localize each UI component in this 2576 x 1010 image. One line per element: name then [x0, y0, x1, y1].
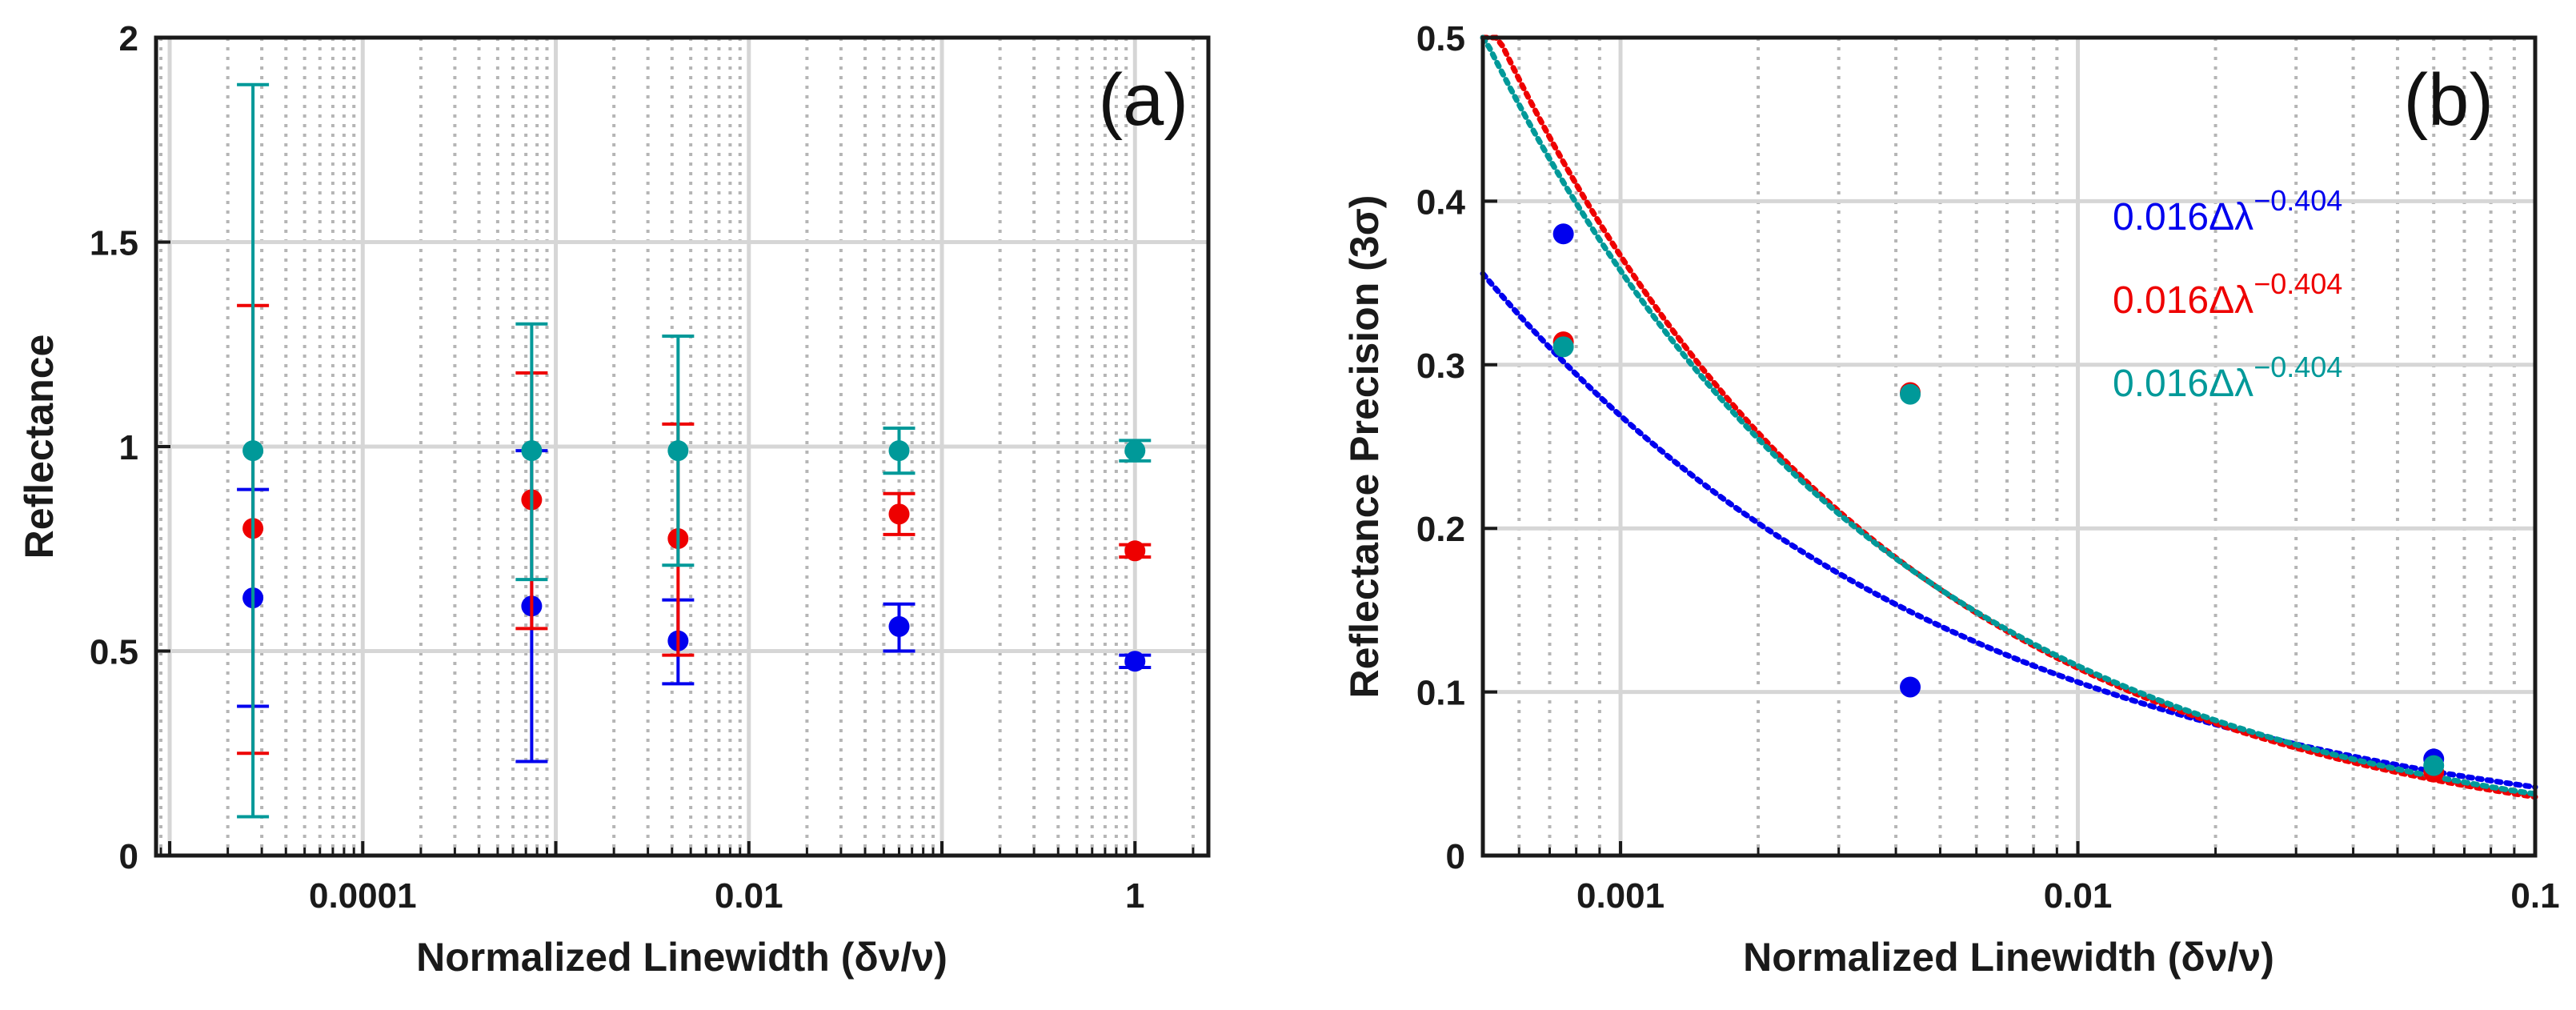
data-point-red	[1124, 540, 1146, 562]
x-tick-label-a: 0.0001	[309, 876, 417, 916]
y-tick-label-a: 2	[119, 19, 138, 58]
axes-frame-b	[1480, 35, 2538, 858]
y-tick-label-b: 0.1	[1416, 674, 1465, 713]
chart-panel-a: 0.0001 0.01 1 0 0.5 1 1.5 2 Normalized Linewidt…	[17, 19, 1211, 980]
y-tick-label-a: 0.5	[90, 633, 138, 672]
data-point-teal	[667, 440, 689, 462]
y-tick-label-b: 0.5	[1416, 19, 1465, 58]
x-tick-label-b: 0.1	[2510, 876, 2559, 916]
legend-entry-0: 0.016Δλ−0.404	[2113, 184, 2342, 238]
data-point-blue	[1900, 676, 1921, 698]
data-point-blue	[1552, 223, 1574, 245]
y-tick-label-a: 1.5	[90, 224, 138, 263]
chart-panel-b: 0.001 0.01 0.1 0 0.1 0.2 0.3 0.4 0.5 Normalized …	[1342, 19, 2560, 980]
legend-entry-2: 0.016Δλ−0.404	[2113, 351, 2342, 405]
data-point-blue	[888, 615, 910, 637]
y-tick-label-b: 0.4	[1416, 182, 1466, 222]
series-a	[237, 82, 1152, 819]
legend-b: 0.016Δλ−0.404 0.016Δλ−0.404 0.016Δλ−0.404	[2113, 184, 2342, 405]
x-tick-label-b: 0.001	[1576, 876, 1665, 916]
fit-curve-blue	[1480, 271, 2538, 790]
legend-entry-1: 0.016Δλ−0.404	[2113, 267, 2342, 322]
x-axis-label-b: Normalized Linewidth (δν/ν)	[1743, 935, 2274, 980]
data-point-teal	[2423, 755, 2445, 776]
y-axis-label-b: Reflectance Precision (3σ)	[1342, 195, 1387, 699]
data-point-teal	[1552, 336, 1574, 358]
data-point-teal	[888, 440, 910, 462]
data-point-teal	[1124, 440, 1146, 462]
panel-label-a: (a)	[1099, 59, 1188, 141]
panel-label-b: (b)	[2404, 59, 2494, 141]
ticks-b: 0.001 0.01 0.1 0 0.1 0.2 0.3 0.4 0.5	[1416, 19, 2560, 916]
x-axis-label-a: Normalized Linewidth (δν/ν)	[416, 935, 947, 980]
data-point-teal	[521, 440, 543, 462]
grid-b	[1483, 38, 2535, 856]
y-tick-label-b: 0	[1446, 837, 1465, 876]
data-point-blue	[1124, 651, 1146, 672]
y-tick-label-a: 0	[119, 837, 138, 876]
y-tick-label-a: 1	[119, 428, 138, 467]
x-tick-label-b: 0.01	[2044, 876, 2113, 916]
x-tick-label-a: 1	[1125, 876, 1144, 916]
y-tick-label-b: 0.3	[1416, 347, 1465, 386]
data-point-red	[888, 503, 910, 525]
ticks-a: 0.0001 0.01 1 0 0.5 1 1.5 2	[90, 19, 1195, 916]
data-point-teal	[1900, 383, 1921, 405]
x-tick-label-a: 0.01	[715, 876, 783, 916]
plot-area-b	[1483, 38, 2535, 856]
y-tick-label-b: 0.2	[1416, 510, 1465, 549]
y-axis-label-a: Reflectance	[17, 335, 62, 559]
data-point-teal	[242, 440, 264, 462]
series-b	[1480, 34, 2538, 800]
fit-curve-teal	[1480, 34, 2538, 797]
